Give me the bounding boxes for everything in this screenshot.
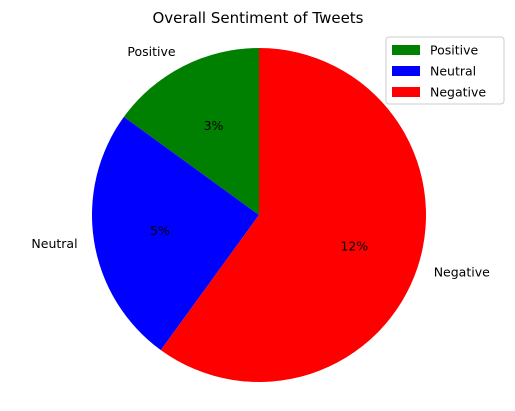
legend-swatch-neutral [392, 66, 420, 76]
slice-label-negative: Negative [434, 264, 490, 279]
legend-swatch-negative [392, 87, 420, 97]
slice-label-neutral: Neutral [31, 236, 77, 251]
pie-slice-positive [123, 48, 259, 215]
legend-swatch-positive [392, 45, 420, 55]
pie-slices [92, 48, 427, 382]
pie-slice-neutral [92, 116, 260, 351]
legend-label-neutral: Neutral [430, 64, 476, 79]
pct-label-neutral: 5% [150, 223, 170, 238]
pie-slice-negative [160, 48, 427, 382]
slice-label-positive: Positive [127, 44, 175, 59]
legend-label-positive: Positive [430, 43, 478, 58]
chart-title: Overall Sentiment of Tweets [152, 9, 363, 27]
pct-label-negative: 12% [340, 238, 368, 253]
pct-label-positive: 3% [204, 118, 224, 133]
legend-label-negative: Negative [430, 85, 486, 100]
pie-labels: 3% Positive 5% Neutral 12% Negative [31, 44, 490, 279]
chart-legend: Positive Neutral Negative [385, 36, 505, 105]
